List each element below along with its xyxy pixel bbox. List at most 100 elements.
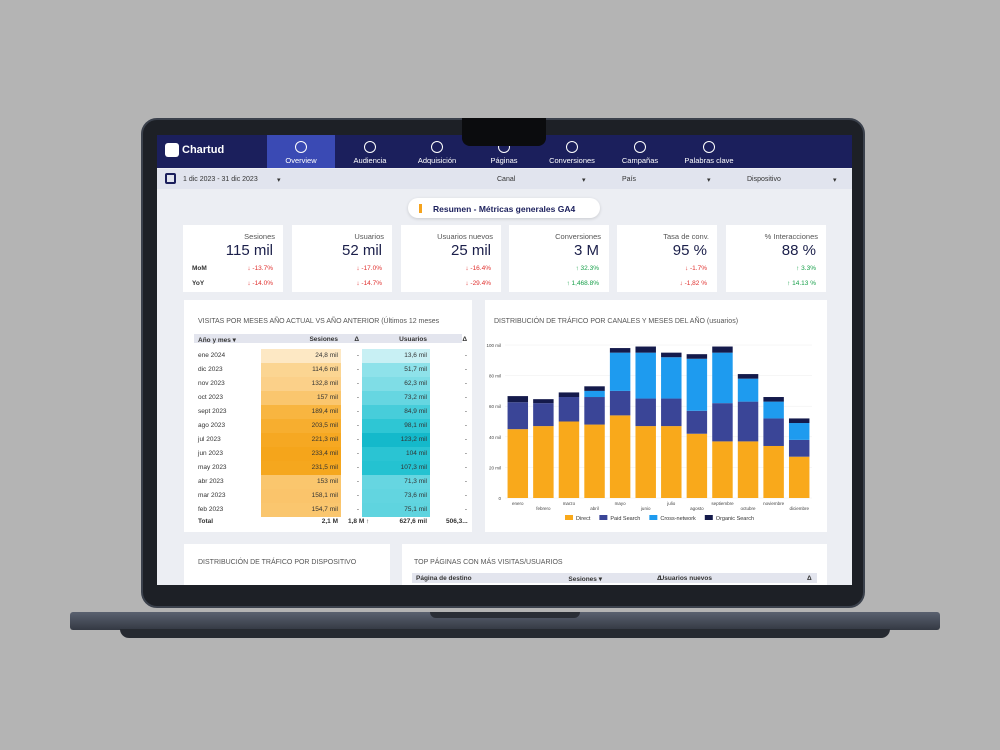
calendar-icon: [165, 173, 176, 184]
heat-cell: [362, 447, 430, 461]
kpi-label: Usuarios nuevos: [437, 232, 493, 241]
table-cell: 189,4 mil: [311, 408, 338, 415]
x-tick-label: agosto: [690, 506, 704, 511]
table-cell: 203,5 mil: [311, 422, 338, 429]
tab-label: Overview: [285, 156, 317, 165]
table-cell: 233,4 mil: [311, 450, 338, 457]
nav-tab[interactable]: Campañas: [606, 135, 674, 168]
nav-tab[interactable]: Conversiones: [538, 135, 606, 168]
kpi-change: ↓ -1.7%: [684, 265, 707, 272]
table-cell: Usuarios: [399, 336, 427, 343]
table-cell: -: [464, 352, 467, 359]
pages-title: TOP PÁGINAS CON MÁS VISITAS/USUARIOS: [414, 559, 563, 566]
table-cell: -: [356, 366, 359, 373]
tab-icon: [295, 141, 307, 153]
heat-cell: [362, 405, 430, 419]
device-filter[interactable]: Dispositivo: [747, 176, 781, 183]
nav-tab[interactable]: Audiencia: [336, 135, 404, 168]
bar-segment: [763, 397, 784, 402]
country-filter[interactable]: País: [622, 176, 637, 183]
kpi-card: Tasa de conv. 95 % ↓ -1.7% ↓ -1,82 %: [617, 225, 717, 292]
nav-tab[interactable]: Overview: [267, 135, 335, 168]
bar-segment: [609, 415, 631, 498]
kpi-value: 115 mil: [225, 242, 273, 259]
screen: Chartud 1 dic 2023 - 31 dic 2023 Canal P…: [157, 135, 852, 585]
kpi-label: % Interacciones: [764, 232, 818, 241]
legend-label: Paid Search: [610, 516, 640, 522]
table-cell: Sesiones: [309, 336, 338, 343]
heat-cell: [362, 391, 430, 405]
kpi-value: 88 %: [781, 242, 816, 259]
bar-segment: [788, 456, 810, 498]
nav-tab[interactable]: Palabras clave: [675, 135, 743, 168]
legend-swatch: [565, 515, 573, 520]
channel-filter[interactable]: Canal: [497, 176, 516, 183]
heat-cell: [261, 475, 341, 489]
dropdown-arrow: ▾: [833, 177, 837, 184]
kpi-change: ↓ -1,82 %: [679, 280, 707, 287]
heat-cell: [362, 363, 430, 377]
legend-swatch: [599, 515, 608, 520]
table-cell: 506,3...: [446, 518, 468, 525]
table-cell: 62,3 mil: [404, 380, 427, 387]
kpi-value: 95 %: [672, 242, 707, 259]
table-cell: 114,6 mil: [312, 366, 338, 373]
pages-panel: TOP PÁGINAS CON MÁS VISITAS/USUARIOS Pág…: [402, 544, 827, 585]
row-label: sept 2023: [198, 408, 227, 415]
bar-segment: [533, 399, 554, 404]
x-tick-label: julio: [666, 501, 676, 506]
kpi-change: ↓ -13.7%: [247, 265, 273, 272]
heat-cell: [261, 377, 341, 391]
table-cell: 221,3 mil: [311, 436, 338, 443]
nav-tab[interactable]: Adquisición: [403, 135, 471, 168]
bar-segment: [737, 441, 759, 498]
table-cell: -: [464, 408, 467, 415]
table-cell: -: [356, 380, 359, 387]
table-cell: -: [464, 464, 467, 471]
table-cell: 75,1 mil: [404, 506, 427, 513]
summary-title: Resumen - Métricas generales GA4: [433, 204, 576, 214]
row-label: ago 2023: [198, 422, 226, 429]
bar-segment: [558, 421, 580, 498]
table-cell: 231,5 mil: [311, 464, 338, 471]
bar-segment: [763, 445, 784, 498]
x-tick-label: febrero: [536, 506, 551, 511]
bar-segment: [661, 352, 682, 358]
bar-segment: [686, 433, 708, 498]
chart-title: DISTRIBUCIÓN DE TRÁFICO POR CANALES Y ME…: [494, 318, 739, 325]
table-cell: -: [464, 394, 467, 401]
y-tick-label: 20 mil: [489, 465, 501, 470]
kpi-card: Conversiones 3 M ↑ 32.3% ↑ 1,468.8%: [509, 225, 609, 292]
table-cell: 98,1 mil: [404, 422, 427, 429]
tab-icon: [566, 141, 578, 153]
bar-segment: [763, 401, 784, 419]
y-tick-label: 60 mil: [489, 404, 501, 409]
kpi-value: 25 mil: [450, 242, 491, 259]
row-label: nov 2023: [198, 380, 225, 387]
row-label: Total: [198, 518, 214, 525]
bar-segment: [661, 398, 682, 427]
date-filter[interactable]: 1 dic 2023 - 31 dic 2023: [183, 176, 258, 183]
tab-label: Adquisición: [417, 156, 457, 165]
table-cell: 158,1 mil: [311, 492, 338, 499]
table-cell: -: [464, 366, 467, 373]
bar-segment: [788, 423, 810, 440]
camera-notch: [462, 118, 546, 146]
summary-pill: [408, 198, 600, 218]
tab-label: Audiencia: [353, 156, 387, 165]
kpi-change: ↓ -17.0%: [356, 265, 382, 272]
heat-cell: [261, 419, 341, 433]
bar-segment: [661, 357, 682, 399]
pages-header-bg: [412, 573, 817, 583]
x-tick-label: marzo: [563, 501, 576, 506]
table-cell: 1,8 M ↑: [348, 518, 370, 525]
heat-cell: [261, 447, 341, 461]
x-tick-label: enero: [512, 501, 524, 506]
bar-segment: [788, 439, 810, 457]
tab-icon: [364, 141, 376, 153]
heat-cell: [261, 363, 341, 377]
kpi-change: ↓ -29.4%: [465, 280, 491, 287]
x-tick-label: noviembre: [763, 501, 785, 506]
kpi-label: Tasa de conv.: [663, 232, 709, 241]
table-cell: Δ: [462, 336, 467, 343]
